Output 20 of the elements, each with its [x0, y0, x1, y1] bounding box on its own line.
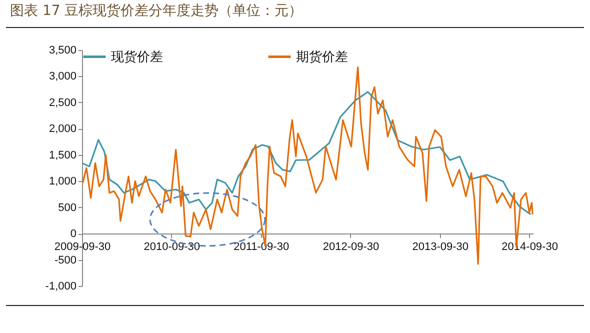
x-tick-label: 2014-09-30: [502, 241, 558, 254]
y-tick-label: 0: [70, 228, 76, 240]
x-tick-label: 2013-09-30: [412, 241, 469, 254]
y-tick-label: 500: [58, 202, 76, 214]
x-tick-label: 2010-09-30: [144, 241, 200, 254]
legend-label: 期货价差: [296, 50, 348, 65]
x-tick-label: 2011-09-30: [234, 241, 290, 254]
line-series: [81, 91, 532, 216]
y-tick-label: 1,500: [48, 149, 76, 162]
x-tick-label: 2009-09-30: [54, 241, 111, 254]
chart-title: 图表 17 豆棕现货价差分年度走势（单位：元）: [10, 3, 303, 19]
y-tick-label: 2,500: [48, 96, 76, 109]
y-tick-label: -500: [54, 254, 76, 266]
y-tick-label: 3,500: [48, 44, 76, 56]
y-tick-label: 3,000: [48, 70, 76, 83]
y-tick-label: -1,000: [45, 280, 76, 292]
y-tick-label: 1,000: [48, 176, 76, 188]
y-tick-label: 2,000: [48, 123, 76, 136]
x-tick-label: 2012-09-30: [322, 241, 380, 254]
legend-label: 现货价差: [111, 50, 163, 65]
